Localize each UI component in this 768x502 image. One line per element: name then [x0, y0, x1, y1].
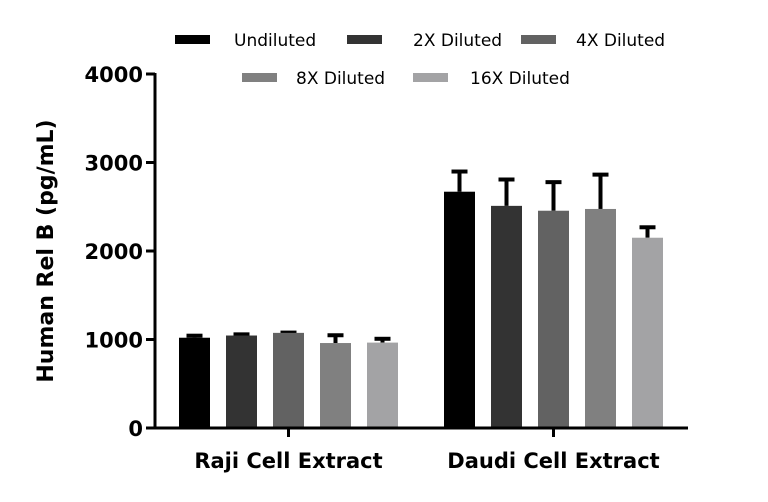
bar: [367, 342, 398, 428]
legend-label: 8X Diluted: [296, 69, 385, 89]
y-tick-label: 4000: [85, 63, 143, 87]
y-axis-label: Human Rel B (pg/mL): [34, 119, 59, 382]
bar: [585, 208, 616, 428]
legend-swatch: [413, 73, 448, 82]
legend: Undiluted 2X Diluted 4X Diluted 8X Diluted 1…: [175, 31, 665, 89]
bar: [320, 343, 351, 428]
legend-item: Undiluted: [175, 31, 316, 51]
x-category-label: Raji Cell Extract: [194, 449, 382, 473]
y-axis-title: Human Rel B (pg/mL): [34, 119, 59, 382]
bars: [179, 169, 663, 428]
y-tick-label: 0: [128, 417, 143, 441]
bar: [444, 191, 475, 428]
y-tick-label: 2000: [85, 240, 143, 264]
legend-swatch: [521, 35, 556, 44]
bar: [491, 205, 522, 428]
legend-label: 16X Diluted: [470, 69, 570, 89]
x-category-label: Daudi Cell Extract: [447, 449, 659, 473]
legend-swatch: [347, 35, 382, 44]
legend-swatch: [242, 73, 277, 82]
bar: [179, 337, 210, 428]
legend-swatch: [175, 35, 210, 44]
legend-item: 16X Diluted: [413, 69, 570, 89]
y-tick-label: 1000: [85, 329, 143, 353]
y-tick-label: 3000: [85, 152, 143, 176]
legend-item: 2X Diluted: [347, 31, 502, 51]
legend-item: 4X Diluted: [521, 31, 665, 51]
legend-label: Undiluted: [234, 31, 316, 51]
bar: [226, 335, 257, 428]
bar: [632, 237, 663, 428]
y-axis-ticks: 0 1000 2000 3000 4000: [85, 63, 155, 441]
legend-item: 8X Diluted: [242, 69, 385, 89]
legend-label: 4X Diluted: [576, 31, 665, 51]
bar: [538, 210, 569, 428]
x-axis-categories: Raji Cell Extract Daudi Cell Extract: [194, 428, 660, 473]
legend-label: 2X Diluted: [413, 31, 502, 51]
bar-group: [444, 169, 663, 428]
bar: [273, 332, 304, 428]
bar-group: [179, 330, 398, 428]
